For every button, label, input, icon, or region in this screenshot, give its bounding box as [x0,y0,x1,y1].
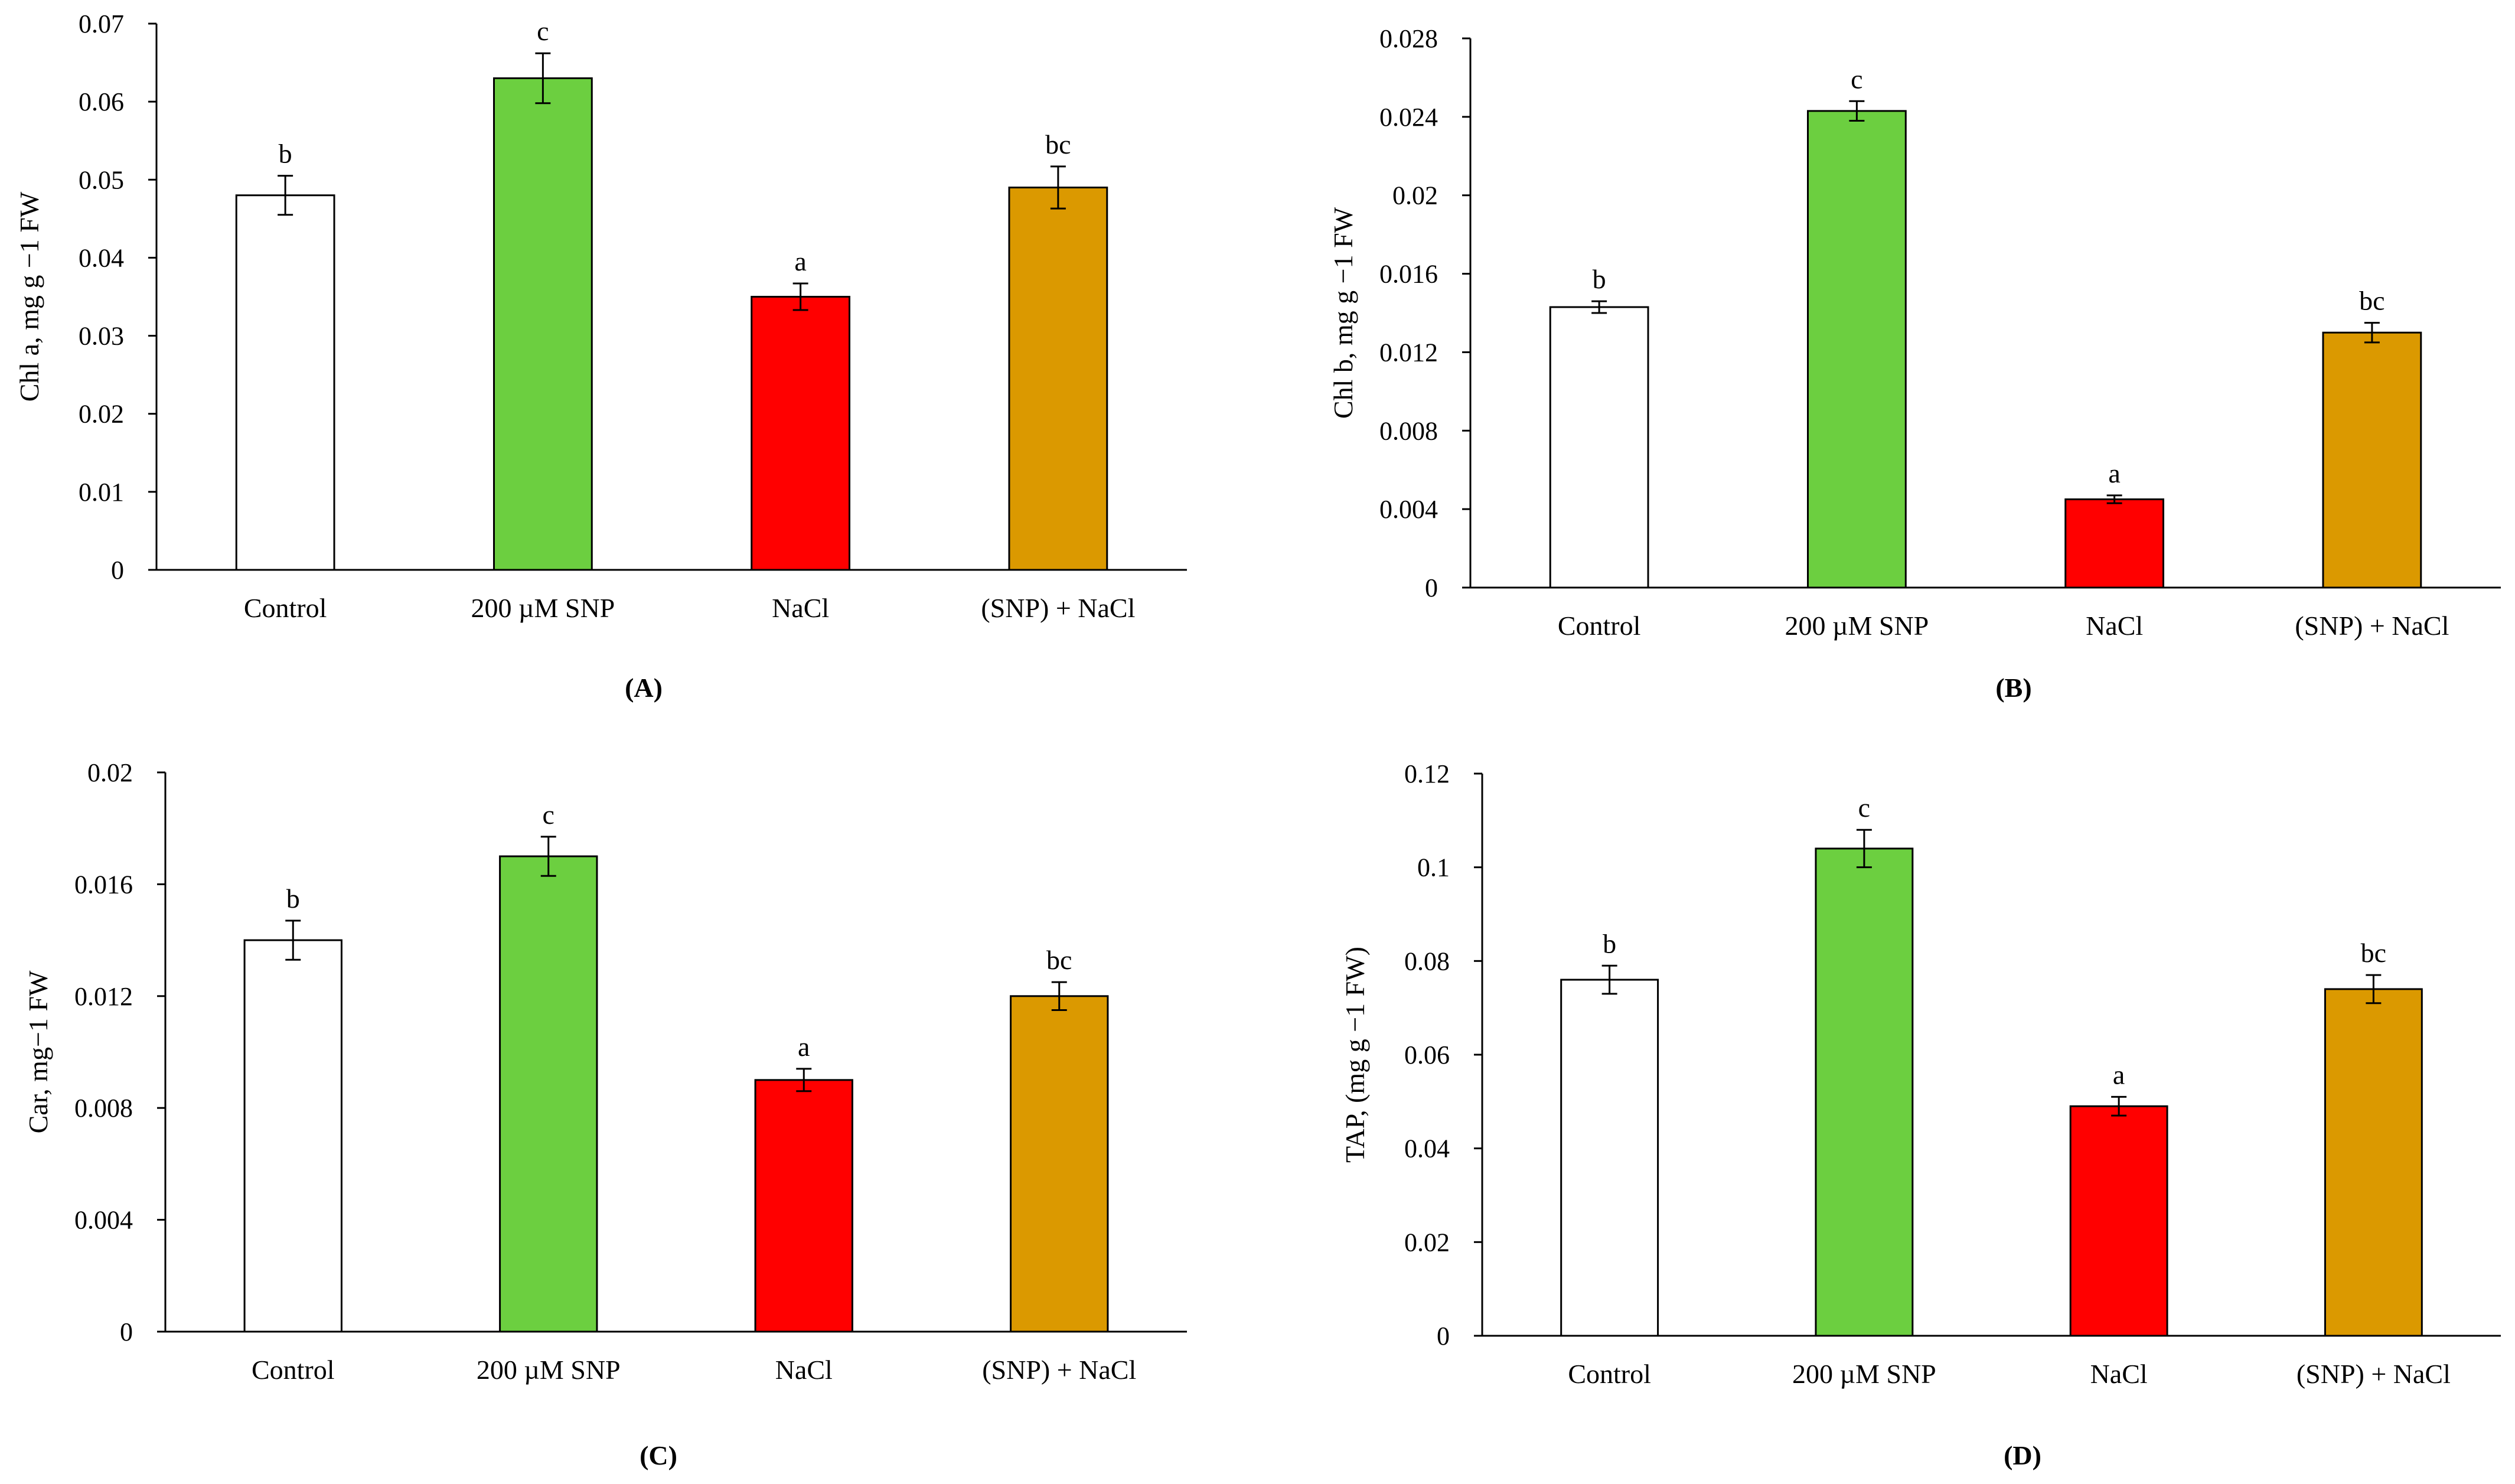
bar [243,939,342,1333]
x-tick-label: Control [244,593,327,623]
significance-letter: a [2113,1059,2125,1090]
y-tick-label: 0 [1437,1322,1450,1351]
bar [1008,187,1108,571]
y-tick-label: 0.016 [1379,260,1438,289]
x-tick-label: Control [1558,611,1641,641]
y-tick-label: 0.08 [1404,947,1450,976]
significance-letter: c [1858,792,1870,823]
bar [1806,110,1907,589]
chart-panel-1: 0 0.01 0.02 0.03 0.04 0.05 0.06 0.07 b Control c 20… [14,9,1187,703]
y-tick-label: 0.01 [79,478,124,507]
bar [1560,979,1659,1337]
y-tick-label: 0.05 [79,165,124,194]
y-tick-label: 0 [111,556,124,585]
y-tick-label: 0 [1425,573,1438,602]
panel-label: (D) [2004,1440,2041,1470]
y-tick-label: 0.028 [1379,24,1438,53]
bar [2064,498,2165,589]
chart-panel-4: 0 0.02 0.04 0.06 0.08 0.1 0.12 b Control c 200 µM … [1340,759,2501,1470]
y-tick-label: 0.024 [1379,103,1438,132]
significance-letter: b [1603,928,1616,958]
bar [754,1079,853,1333]
x-tick-label: Control [1568,1359,1651,1389]
significance-letter: bc [1046,945,1072,975]
significance-letter: a [2108,458,2120,488]
y-tick-label: 0.02 [1404,1228,1450,1257]
bar [1815,847,1914,1337]
y-tick-label: 0.008 [74,1094,133,1123]
x-tick-label: (SNP) + NaCl [2295,611,2449,641]
bar [499,855,598,1333]
y-tick-label: 0.04 [79,243,124,272]
y-tick-label: 0.12 [1404,759,1450,788]
x-tick-label: Control [252,1355,335,1385]
y-axis-title: Car, mg−1 FW [23,970,53,1133]
x-tick-label: 200 µM SNP [471,593,615,623]
y-tick-label: 0 [120,1317,133,1346]
y-tick-label: 0.03 [79,322,124,351]
significance-letter: b [286,883,300,914]
x-tick-label: NaCl [775,1355,833,1385]
y-tick-label: 0.07 [79,9,124,38]
panel-label: (B) [1995,673,2031,703]
y-tick-label: 0.04 [1404,1134,1450,1163]
x-tick-label: NaCl [2086,611,2143,641]
bar [2069,1105,2168,1337]
significance-letter: c [1851,64,1862,94]
y-tick-label: 0.02 [87,758,133,787]
y-tick-label: 0.02 [1392,181,1438,210]
y-tick-label: 0.06 [1404,1041,1450,1069]
y-tick-label: 0.06 [79,87,124,116]
bar [2324,988,2423,1337]
significance-letter: bc [2361,938,2386,968]
x-tick-label: 200 µM SNP [1792,1359,1936,1389]
y-tick-label: 0.02 [79,400,124,429]
x-tick-label: (SNP) + NaCl [981,593,1135,623]
bar [1549,306,1649,589]
y-tick-label: 0.016 [74,870,133,899]
y-tick-label: 0.004 [74,1206,133,1235]
x-tick-label: (SNP) + NaCl [2297,1359,2451,1389]
x-tick-label: 200 µM SNP [1785,611,1929,641]
significance-letter: c [543,800,554,830]
significance-letter: bc [1045,129,1071,159]
x-tick-label: (SNP) + NaCl [982,1355,1136,1385]
bar [751,296,851,571]
significance-letter: b [1593,264,1606,294]
bar [2322,331,2422,589]
bar [492,77,593,571]
y-tick-label: 0.012 [1379,338,1438,367]
panel-label: (C) [640,1440,677,1470]
y-tick-label: 0.008 [1379,416,1438,445]
y-tick-label: 0.1 [1417,853,1450,882]
y-tick-label: 0.012 [74,982,133,1011]
x-tick-label: 200 µM SNP [477,1355,621,1385]
chart-panel-3: 0 0.004 0.008 0.012 0.016 0.02 b Control c 200 µM… [23,758,1187,1470]
x-tick-label: NaCl [2090,1359,2148,1389]
significance-letter: a [798,1032,810,1062]
significance-letter: a [794,246,806,276]
y-axis-title: Chl a, mg g −1 FW [14,191,44,402]
chart-panel-2: 0 0.004 0.008 0.012 0.016 0.02 0.024 0.028 b Cont… [1328,24,2501,703]
x-tick-label: NaCl [772,593,829,623]
bar [1010,995,1109,1333]
y-tick-label: 0.004 [1379,495,1438,524]
bar [235,194,335,571]
significance-letter: c [537,16,549,46]
y-axis-title: Chl b, mg g −1 FW [1328,207,1358,419]
significance-letter: b [279,139,292,169]
significance-letter: bc [2359,286,2384,316]
y-axis-title: TAP, (mg g −1 FW) [1340,947,1370,1163]
panel-label: (A) [625,673,663,703]
